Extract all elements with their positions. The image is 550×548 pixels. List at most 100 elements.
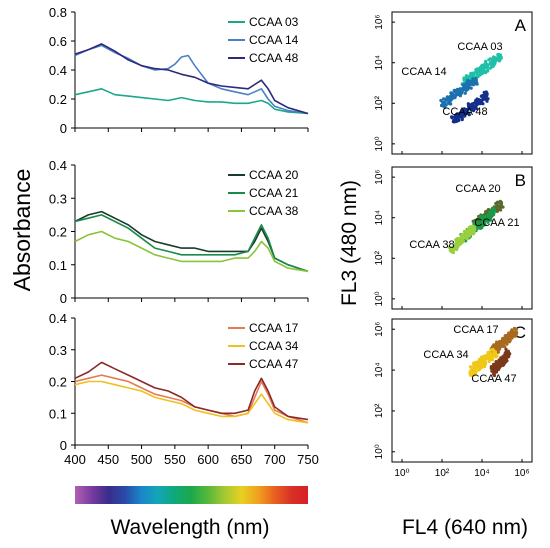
scatter-point [476,75,480,79]
y-tick-label: 0.6 [49,34,67,49]
scatter-cloud [460,52,503,87]
scatter-point [469,86,473,90]
scatter-point [472,221,476,225]
scatter-point [464,234,469,238]
y-tick-label: 0.1 [49,406,67,421]
scatter-point [497,52,501,56]
scatter-point [483,361,487,365]
y-tick-label: 10⁶ [374,322,385,337]
scatter-point [492,366,496,370]
scatter-point [475,107,479,111]
scatter-point [503,345,507,349]
scatter-point [504,359,508,363]
series-line [74,88,309,115]
series-line [74,210,309,273]
scatter-point [481,68,485,72]
series-label: CCAA 20 [455,183,500,195]
scatter-point [451,245,455,249]
scatter-point [510,332,514,337]
scatter-point [492,363,496,367]
scatter-point [456,239,460,243]
scatter-point [462,87,466,91]
scatter-point [442,100,447,104]
spectrum-bar [75,486,308,504]
scatter-point [467,234,471,238]
scatter-point [506,353,510,357]
scatter-point [499,356,503,360]
scatter-point [444,98,449,102]
scatter-point [457,90,461,94]
scatter-point [447,245,451,249]
scatter-point [497,58,501,63]
scatter-point [501,340,506,344]
legend-label: CCAA 48 [249,51,299,65]
x-tick-label: 700 [264,452,286,467]
cyto-x-ticks: 10⁰ 10² 10⁴ 10⁶ [394,468,529,479]
scatter-point [513,330,517,334]
y-tick-label: 0.1 [49,258,67,273]
scatter-point [474,100,478,104]
scatter-point [487,211,491,215]
scatter-point [476,222,480,226]
y-tick-label: 0.8 [49,5,67,20]
legend-label: CCAA 14 [249,33,299,47]
scatter-point [463,91,467,95]
scatter-point [454,113,458,117]
scatter-point [503,353,507,357]
scatter-point [486,69,490,73]
scatter-point [496,347,500,351]
scatter-point [483,354,487,358]
scatter-point [506,339,510,344]
scatter-point [466,75,471,79]
scatter-point [469,368,473,372]
absorbance-panel-top: 0 0.2 0.4 0.6 0.8 CCAA 03 CCAA 14 CCAA 48 [49,5,309,136]
series-label: CCAA 17 [453,324,498,336]
panel-letter: B [515,171,526,190]
scatter-point [468,79,472,83]
scatter-point [471,77,475,81]
scatter-point [449,102,453,106]
x-tick-label: 500 [131,452,153,467]
x-tick-label: 10⁰ [394,468,409,479]
absorbance-panel-bottom: 0 0.1 0.2 0.3 0.4 CCAA 17 CCAA 34 CCAA 47 [49,311,309,453]
absorbance-panel-middle: 0 0.1 0.2 0.3 0.4 CCAA 20 CCAA 21 CCAA 38 [49,158,309,306]
scatter-point [491,60,495,64]
scatter-point [505,342,509,346]
series-label: CCAA 47 [471,373,516,385]
scatter-point [475,227,479,231]
x-tick-label: 650 [231,452,253,467]
series-line [74,361,309,421]
y-tick-label: 0.3 [49,343,67,358]
scatter-point [450,115,454,119]
scatter-point [485,99,489,103]
scatter-point [494,352,498,356]
scatter-point [467,83,471,87]
scatter-point [458,242,462,246]
y-tick-label: 0.2 [49,225,67,240]
scatter-cloud [489,347,512,378]
scatter-point [480,355,484,359]
y-tick-label: 10⁴ [374,210,385,225]
scatter-point [462,229,466,234]
scatter-point [472,373,476,377]
series-label: CCAA 38 [409,239,454,251]
y-tick-label: 0 [60,291,67,306]
x-tick-label: 400 [64,452,86,467]
scatter-cloud [447,224,477,255]
scatter-point [484,59,488,63]
scatter-point [449,98,453,102]
scatter-point [490,358,495,362]
scatter-point [458,111,462,115]
series-line [74,380,309,424]
series-label: CCAA 34 [423,349,468,361]
scatter-point [496,363,500,367]
scatter-point [504,350,508,354]
scatter-point [489,348,493,352]
scatter-cloud [468,347,499,377]
scatter-point [492,56,496,60]
series-label: CCAA 21 [474,217,519,229]
scatter-point [470,226,474,230]
scatter-point [478,101,482,105]
y-tick-label: 10⁴ [374,55,385,70]
legend-label: CCAA 38 [249,204,299,218]
